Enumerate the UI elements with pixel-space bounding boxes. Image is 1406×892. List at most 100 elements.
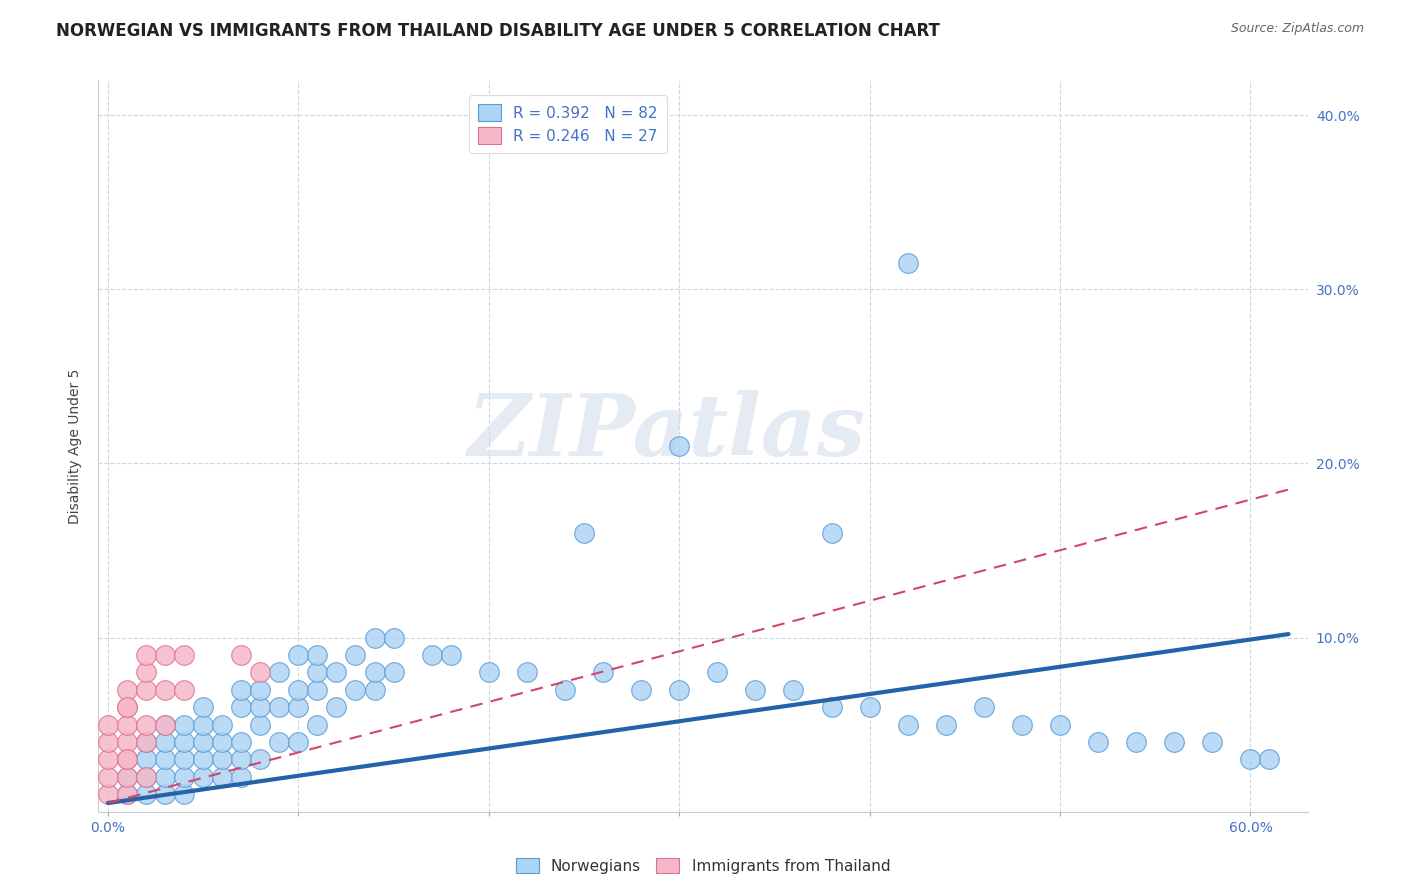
Point: [572, 526, 595, 541]
Point: [153, 770, 176, 784]
Point: [211, 735, 233, 749]
Point: [249, 717, 271, 731]
Point: [153, 717, 176, 731]
Point: [516, 665, 538, 680]
Point: [382, 631, 405, 645]
Point: [135, 648, 157, 662]
Point: [1258, 752, 1281, 766]
Point: [115, 700, 138, 714]
Point: [344, 648, 367, 662]
Point: [554, 682, 576, 697]
Point: [173, 717, 195, 731]
Point: [325, 700, 347, 714]
Point: [211, 752, 233, 766]
Point: [191, 735, 214, 749]
Point: [269, 665, 291, 680]
Point: [135, 735, 157, 749]
Point: [135, 665, 157, 680]
Point: [249, 682, 271, 697]
Point: [307, 682, 329, 697]
Point: [191, 752, 214, 766]
Point: [287, 682, 309, 697]
Point: [115, 752, 138, 766]
Point: [269, 735, 291, 749]
Point: [135, 682, 157, 697]
Point: [191, 717, 214, 731]
Point: [1087, 735, 1109, 749]
Point: [744, 682, 766, 697]
Point: [153, 735, 176, 749]
Point: [173, 682, 195, 697]
Point: [1163, 735, 1185, 749]
Point: [382, 665, 405, 680]
Text: ZIPatlas: ZIPatlas: [468, 390, 866, 473]
Point: [173, 648, 195, 662]
Point: [287, 735, 309, 749]
Point: [115, 752, 138, 766]
Point: [135, 770, 157, 784]
Point: [115, 735, 138, 749]
Point: [897, 256, 920, 270]
Point: [1239, 752, 1261, 766]
Point: [153, 752, 176, 766]
Point: [592, 665, 614, 680]
Point: [935, 717, 957, 731]
Point: [97, 770, 120, 784]
Point: [115, 770, 138, 784]
Point: [307, 717, 329, 731]
Point: [97, 735, 120, 749]
Point: [363, 631, 385, 645]
Point: [344, 682, 367, 697]
Point: [173, 770, 195, 784]
Point: [287, 648, 309, 662]
Point: [231, 752, 253, 766]
Legend: Norwegians, Immigrants from Thailand: Norwegians, Immigrants from Thailand: [510, 852, 896, 880]
Point: [859, 700, 882, 714]
Point: [135, 787, 157, 801]
Y-axis label: Disability Age Under 5: Disability Age Under 5: [69, 368, 83, 524]
Point: [153, 682, 176, 697]
Point: [363, 665, 385, 680]
Point: [173, 787, 195, 801]
Point: [153, 787, 176, 801]
Point: [269, 700, 291, 714]
Point: [820, 700, 842, 714]
Point: [249, 665, 271, 680]
Point: [249, 700, 271, 714]
Point: [135, 770, 157, 784]
Point: [307, 648, 329, 662]
Point: [325, 665, 347, 680]
Point: [1011, 717, 1033, 731]
Point: [231, 700, 253, 714]
Point: [115, 787, 138, 801]
Point: [135, 735, 157, 749]
Point: [97, 717, 120, 731]
Legend: R = 0.392   N = 82, R = 0.246   N = 27: R = 0.392 N = 82, R = 0.246 N = 27: [468, 95, 666, 153]
Text: Source: ZipAtlas.com: Source: ZipAtlas.com: [1230, 22, 1364, 36]
Point: [153, 717, 176, 731]
Point: [668, 439, 690, 453]
Text: NORWEGIAN VS IMMIGRANTS FROM THAILAND DISABILITY AGE UNDER 5 CORRELATION CHART: NORWEGIAN VS IMMIGRANTS FROM THAILAND DI…: [56, 22, 941, 40]
Point: [115, 682, 138, 697]
Point: [820, 526, 842, 541]
Point: [115, 717, 138, 731]
Point: [973, 700, 995, 714]
Point: [420, 648, 443, 662]
Point: [1125, 735, 1147, 749]
Point: [630, 682, 652, 697]
Point: [782, 682, 804, 697]
Point: [478, 665, 501, 680]
Point: [287, 700, 309, 714]
Point: [97, 752, 120, 766]
Point: [668, 682, 690, 697]
Point: [231, 648, 253, 662]
Point: [191, 700, 214, 714]
Point: [115, 770, 138, 784]
Point: [115, 700, 138, 714]
Point: [363, 682, 385, 697]
Point: [307, 665, 329, 680]
Point: [706, 665, 728, 680]
Point: [249, 752, 271, 766]
Point: [1201, 735, 1223, 749]
Point: [191, 770, 214, 784]
